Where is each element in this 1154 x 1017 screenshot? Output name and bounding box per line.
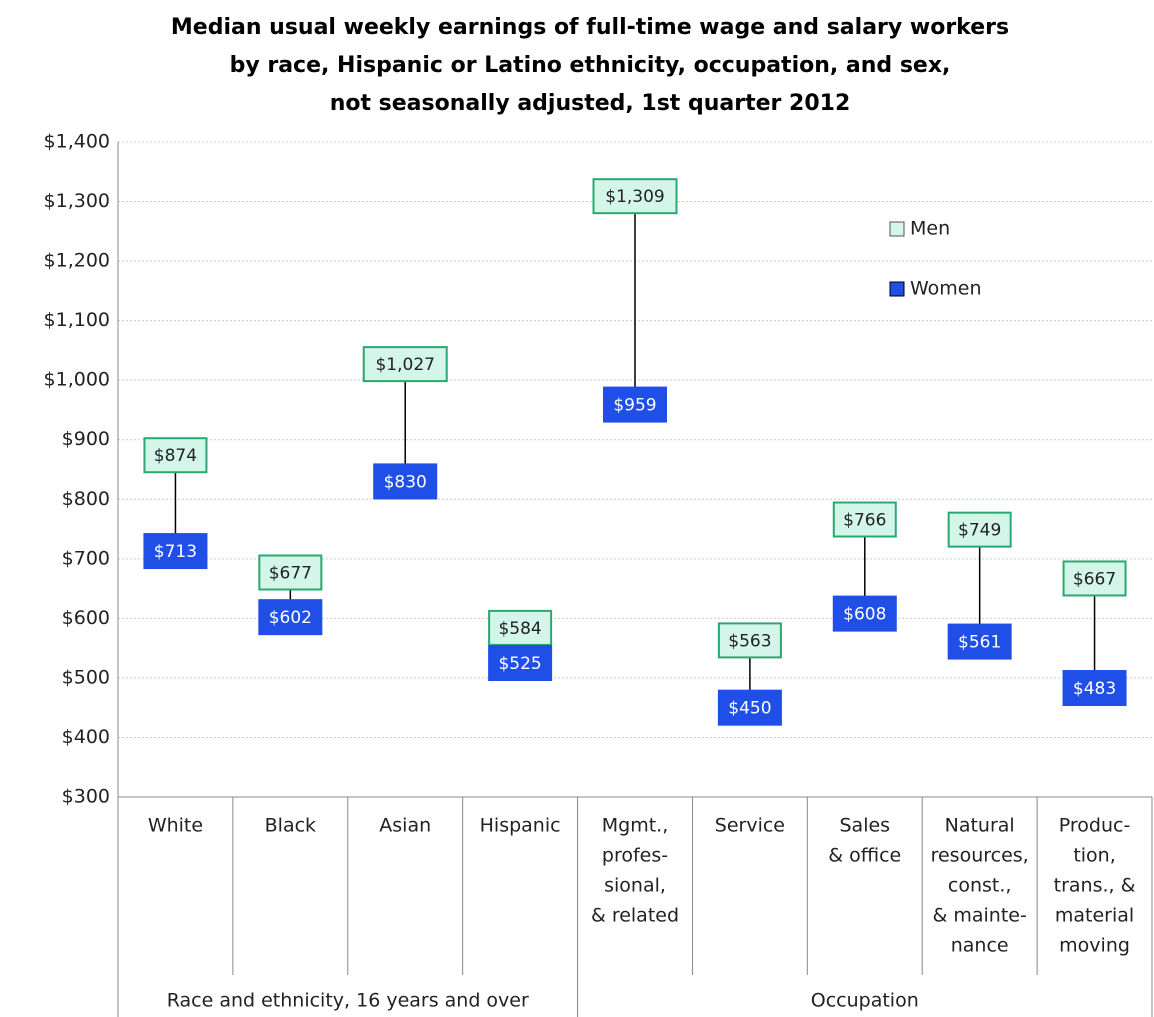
data-label: $959 — [613, 396, 656, 416]
x-tick-label: tion, — [1073, 845, 1115, 867]
x-tick-label: & office — [828, 845, 901, 867]
value-box — [258, 554, 323, 591]
data-label: $1,309 — [605, 187, 664, 207]
y-tick-label: $800 — [62, 488, 110, 510]
x-tick-label: sional, — [604, 875, 666, 897]
x-tick-label: Service — [715, 815, 785, 837]
x-tick-label: profes- — [602, 845, 668, 867]
data-label: $713 — [154, 542, 197, 562]
value-box — [717, 689, 782, 726]
y-tick-label: $600 — [62, 607, 110, 629]
value-box — [373, 463, 438, 500]
value-box — [488, 645, 553, 682]
data-label: $667 — [1073, 569, 1116, 589]
chart-title: by race, Hispanic or Latino ethnicity, o… — [230, 53, 951, 78]
chart-title: not seasonally adjusted, 1st quarter 201… — [330, 91, 851, 116]
value-box — [258, 599, 323, 636]
x-tick-label: trans., & — [1054, 875, 1136, 897]
value-box — [488, 609, 553, 646]
x-tick-label: & related — [591, 905, 679, 927]
y-tick-label: $300 — [62, 786, 110, 808]
group-label: Occupation — [811, 990, 919, 1012]
data-label: $602 — [269, 608, 312, 628]
x-tick-label: material — [1055, 905, 1134, 927]
value-box — [143, 437, 208, 474]
data-label: $749 — [958, 521, 1001, 541]
legend-label: Men — [910, 218, 950, 240]
x-tick-label: resources, — [931, 845, 1029, 867]
value-box — [592, 178, 678, 215]
value-box — [832, 595, 897, 632]
x-tick-label: Produc- — [1059, 815, 1131, 837]
x-tick-label: & mainte- — [933, 905, 1027, 927]
x-tick-label: Hispanic — [480, 815, 561, 837]
value-box — [603, 386, 667, 423]
y-tick-label: $1,200 — [44, 250, 110, 272]
data-label: $677 — [269, 564, 312, 584]
value-box — [1062, 560, 1127, 597]
y-tick-label: $400 — [62, 726, 110, 748]
y-tick-label: $900 — [62, 428, 110, 450]
value-box — [1062, 670, 1127, 707]
group-label: Race and ethnicity, 16 years and over — [167, 990, 529, 1012]
value-box — [947, 511, 1012, 548]
x-tick-label: Natural — [945, 815, 1015, 837]
data-label: $1,027 — [375, 355, 434, 375]
data-label: $830 — [384, 472, 427, 492]
legend-label: Women — [910, 278, 982, 300]
x-tick-label: nance — [951, 935, 1009, 957]
x-tick-label: Mgmt., — [602, 815, 669, 837]
data-label: $563 — [728, 631, 771, 651]
x-tick-label: const., — [948, 875, 1012, 897]
y-tick-label: $1,000 — [44, 369, 110, 391]
value-box — [717, 622, 782, 659]
y-tick-label: $700 — [62, 547, 110, 569]
y-tick-label: $1,300 — [44, 190, 110, 212]
x-tick-label: Sales — [839, 815, 890, 837]
data-label: $766 — [843, 511, 886, 531]
legend-swatch — [889, 221, 905, 237]
data-label: $874 — [154, 446, 197, 466]
x-tick-label: Asian — [379, 815, 431, 837]
value-box — [143, 533, 208, 570]
y-tick-label: $1,100 — [44, 309, 110, 331]
y-tick-label: $500 — [62, 666, 110, 688]
value-box — [832, 501, 897, 538]
data-label: $525 — [498, 654, 541, 674]
data-label: $483 — [1073, 679, 1116, 699]
x-tick-label: moving — [1059, 935, 1130, 957]
legend-swatch — [889, 281, 905, 297]
y-tick-label: $1,400 — [44, 131, 110, 153]
data-label: $608 — [843, 605, 886, 625]
x-tick-label: Black — [265, 815, 316, 837]
x-tick-label: White — [148, 815, 203, 837]
value-box — [362, 346, 448, 383]
chart-title: Median usual weekly earnings of full-tim… — [171, 15, 1009, 40]
data-label: $450 — [728, 699, 771, 719]
value-box — [947, 623, 1012, 660]
data-label: $584 — [498, 619, 541, 639]
data-label: $561 — [958, 633, 1001, 653]
